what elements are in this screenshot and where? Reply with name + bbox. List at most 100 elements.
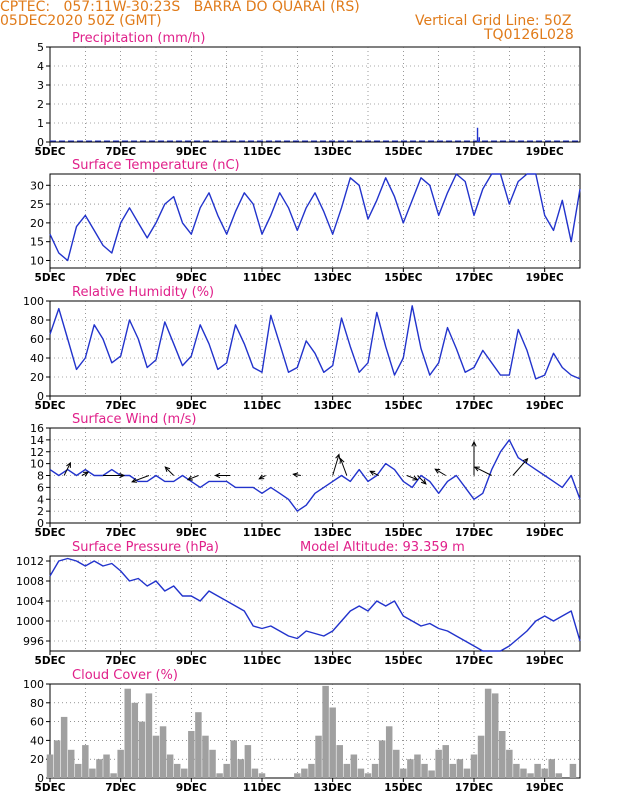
cloud-bar <box>195 712 202 778</box>
cloud-bar <box>315 735 322 778</box>
series-line <box>49 557 581 652</box>
panel-frame <box>49 173 581 269</box>
y-tick-label: 12 <box>30 446 44 459</box>
wind-arrow <box>187 475 199 481</box>
cloud-bar <box>244 745 252 778</box>
x-tick-label: 9DEC <box>176 782 207 794</box>
y-tick-label: 1000 <box>16 615 44 628</box>
cloud-bar <box>456 759 464 778</box>
x-tick-label: 15DEC <box>384 782 423 794</box>
x-tick-label: 5DEC <box>35 527 66 539</box>
series-line <box>49 173 581 262</box>
y-tick-label: 25 <box>30 198 44 211</box>
cloud-bar <box>364 773 372 778</box>
cloud-bar <box>414 754 421 778</box>
wind-arrow-head <box>186 475 193 481</box>
cloud-bar <box>520 768 527 778</box>
model-code: TQ0126L028 <box>484 27 574 43</box>
cloud-bar <box>378 740 386 778</box>
cloud-bar <box>110 773 117 778</box>
y-tick-label: 20 <box>30 371 44 384</box>
cloud-bar <box>336 745 343 778</box>
wind-arrow-head <box>335 453 341 460</box>
wind-arrow-head <box>471 440 477 447</box>
y-tick-label: 1 <box>37 117 44 130</box>
cloud-bar <box>435 749 442 778</box>
x-tick-label: 17DEC <box>455 146 494 158</box>
wind-arrow-head <box>164 466 171 472</box>
x-tick-label: 9DEC <box>176 655 207 667</box>
y-tick-label: 80 <box>30 697 44 710</box>
cloud-bar <box>322 685 329 778</box>
precip-bar <box>478 137 480 142</box>
cloud-bar <box>477 735 485 778</box>
x-tick-label: 19DEC <box>526 146 565 158</box>
x-tick-label: 11DEC <box>243 146 282 158</box>
wind-arrow-head <box>434 468 441 474</box>
panel-title: Surface Pressure (hPa) <box>72 540 219 555</box>
series-line <box>49 439 581 512</box>
cloud-bar <box>407 759 414 778</box>
y-tick-label: 60 <box>30 716 44 729</box>
y-tick-label: 30 <box>30 179 44 192</box>
x-tick-label: 17DEC <box>455 272 494 284</box>
y-tick-label: 40 <box>30 352 44 365</box>
y-tick-label: 20 <box>30 217 44 230</box>
y-tick-label: 3 <box>37 79 44 92</box>
wind-arrow-head <box>292 472 299 478</box>
panel-title: Relative Humidity (%) <box>72 285 214 300</box>
series-line <box>49 305 581 380</box>
x-tick-label: 17DEC <box>455 782 494 794</box>
cloud-bar <box>308 763 315 778</box>
x-tick-label: 15DEC <box>384 272 423 284</box>
x-tick-label: 15DEC <box>384 146 423 158</box>
wind-arrow <box>131 475 150 483</box>
y-tick-label: 10 <box>30 458 44 471</box>
x-tick-label: 13DEC <box>314 782 353 794</box>
cloud-bar <box>371 763 379 778</box>
panel-frame <box>49 300 581 397</box>
cloud-bar <box>421 763 428 778</box>
cloud-bar <box>294 773 301 778</box>
x-tick-label: 5DEC <box>35 400 66 412</box>
cloud-bar <box>131 702 139 778</box>
x-tick-label: 11DEC <box>243 400 282 412</box>
cloud-bar <box>60 716 68 778</box>
x-tick-label: 5DEC <box>35 782 66 794</box>
wind-arrow <box>340 458 348 476</box>
cloud-bar <box>350 754 358 778</box>
cloud-bar <box>103 754 110 778</box>
x-tick-label: 5DEC <box>35 146 66 158</box>
x-tick-label: 11DEC <box>243 782 282 794</box>
x-tick-label: 7DEC <box>105 655 136 667</box>
wind-arrow-head <box>258 474 265 480</box>
wind-arrow <box>164 466 175 476</box>
cloud-bar <box>491 693 499 778</box>
panel-frame <box>49 683 581 779</box>
y-tick-label: 4 <box>37 60 44 73</box>
y-tick-label: 1012 <box>16 555 44 568</box>
y-tick-label: 80 <box>30 314 44 327</box>
y-tick-label: 100 <box>23 295 44 308</box>
wind-arrow <box>63 462 71 476</box>
x-tick-label: 13DEC <box>314 146 353 158</box>
x-tick-label: 7DEC <box>105 146 136 158</box>
x-tick-label: 13DEC <box>314 272 353 284</box>
cloud-bar <box>251 768 259 778</box>
wind-arrow <box>474 466 492 476</box>
station-header: CPTEC: 057:11W-30:23S BARRA DO QUARAI (R… <box>0 0 360 15</box>
cloud-bar <box>152 735 160 778</box>
x-tick-label: 9DEC <box>176 527 207 539</box>
y-tick-label: 5 <box>37 41 44 54</box>
x-tick-label: 15DEC <box>384 527 423 539</box>
cloud-bar <box>506 749 513 778</box>
y-tick-label: 10 <box>30 254 44 267</box>
cloud-bar <box>75 763 82 778</box>
x-tick-label: 13DEC <box>314 527 353 539</box>
wind-arrow-head <box>119 472 126 479</box>
wind-arrow-head <box>412 475 419 481</box>
wind-arrow-head <box>339 457 345 464</box>
cloud-bar <box>555 773 563 778</box>
y-tick-label: 996 <box>23 635 44 648</box>
cloud-bar <box>470 754 478 778</box>
